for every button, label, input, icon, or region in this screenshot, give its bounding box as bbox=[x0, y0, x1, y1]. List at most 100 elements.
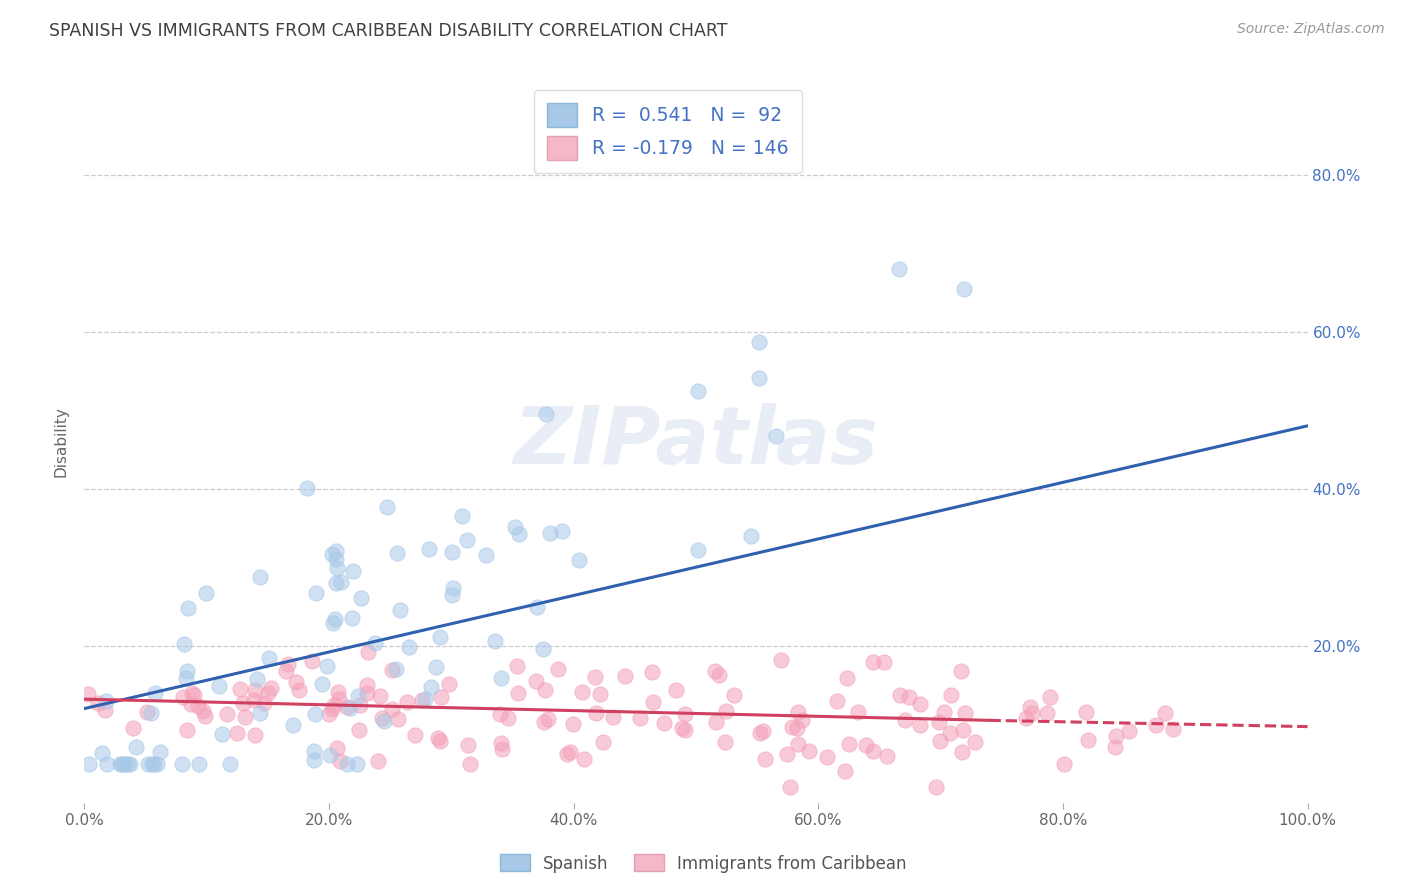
Point bbox=[370, 711, 392, 725]
Point bbox=[342, 564, 364, 578]
Point bbox=[1104, 739, 1126, 754]
Point bbox=[1021, 706, 1043, 720]
Point bbox=[748, 726, 770, 740]
Point bbox=[776, 747, 799, 762]
Point bbox=[325, 575, 347, 590]
Point bbox=[77, 756, 100, 771]
Point bbox=[748, 335, 770, 350]
Point bbox=[1039, 690, 1062, 704]
Point bbox=[276, 664, 298, 678]
Point bbox=[325, 544, 347, 558]
Point bbox=[235, 710, 257, 724]
Point bbox=[311, 676, 333, 690]
Point bbox=[215, 707, 238, 722]
Point bbox=[780, 720, 803, 734]
Point bbox=[194, 709, 217, 723]
Point bbox=[941, 688, 963, 702]
Point bbox=[385, 662, 408, 676]
Point bbox=[934, 705, 956, 719]
Point bbox=[754, 752, 776, 766]
Point bbox=[963, 735, 986, 749]
Point bbox=[429, 734, 451, 748]
Point bbox=[257, 650, 280, 665]
Point bbox=[396, 695, 419, 709]
Point bbox=[364, 636, 387, 650]
Point bbox=[949, 664, 972, 678]
Point bbox=[589, 687, 612, 701]
Point bbox=[537, 713, 560, 727]
Point bbox=[765, 428, 787, 442]
Point bbox=[143, 686, 166, 700]
Point bbox=[714, 704, 737, 718]
Point bbox=[301, 654, 323, 668]
Point bbox=[786, 705, 808, 719]
Point bbox=[1161, 722, 1184, 736]
Point bbox=[1074, 706, 1097, 720]
Point bbox=[285, 674, 308, 689]
Point bbox=[114, 756, 136, 771]
Point bbox=[87, 696, 110, 710]
Point bbox=[108, 756, 131, 771]
Point bbox=[613, 669, 636, 683]
Point bbox=[1053, 757, 1076, 772]
Point bbox=[305, 586, 328, 600]
Point bbox=[404, 728, 426, 742]
Point bbox=[321, 547, 343, 561]
Point bbox=[568, 552, 591, 566]
Point bbox=[249, 706, 271, 720]
Point bbox=[484, 633, 506, 648]
Point bbox=[368, 689, 391, 703]
Point bbox=[538, 525, 561, 540]
Point bbox=[176, 664, 198, 678]
Point bbox=[252, 696, 274, 710]
Point bbox=[950, 746, 973, 760]
Point bbox=[855, 738, 877, 752]
Point bbox=[232, 696, 254, 710]
Point bbox=[628, 710, 651, 724]
Point bbox=[925, 780, 948, 794]
Point bbox=[325, 741, 347, 756]
Point bbox=[862, 655, 884, 669]
Point bbox=[318, 748, 340, 763]
Point bbox=[122, 721, 145, 735]
Point bbox=[1104, 729, 1126, 743]
Point bbox=[508, 527, 530, 541]
Point bbox=[249, 570, 271, 584]
Point bbox=[302, 744, 325, 758]
Point bbox=[555, 747, 578, 762]
Point bbox=[786, 721, 808, 735]
Point bbox=[325, 552, 347, 566]
Point bbox=[873, 655, 896, 669]
Point bbox=[111, 756, 134, 771]
Point bbox=[328, 691, 350, 706]
Point bbox=[373, 714, 395, 729]
Point bbox=[533, 715, 555, 730]
Point bbox=[723, 688, 745, 702]
Point bbox=[799, 744, 821, 758]
Point bbox=[846, 706, 869, 720]
Point bbox=[837, 737, 859, 751]
Point bbox=[246, 672, 269, 686]
Point bbox=[779, 780, 801, 794]
Point bbox=[316, 658, 339, 673]
Point bbox=[952, 723, 974, 737]
Point bbox=[77, 687, 100, 701]
Point bbox=[323, 698, 346, 712]
Point bbox=[176, 723, 198, 737]
Point bbox=[322, 615, 344, 630]
Point bbox=[714, 735, 737, 749]
Y-axis label: Disability: Disability bbox=[53, 406, 69, 477]
Point bbox=[418, 541, 440, 556]
Point bbox=[94, 694, 117, 708]
Point bbox=[398, 640, 420, 655]
Point bbox=[893, 713, 915, 727]
Point bbox=[257, 686, 280, 700]
Point bbox=[1118, 723, 1140, 738]
Point bbox=[388, 603, 411, 617]
Point bbox=[149, 745, 172, 759]
Legend: R =  0.541   N =  92, R = -0.179   N = 146: R = 0.541 N = 92, R = -0.179 N = 146 bbox=[534, 90, 801, 173]
Point bbox=[641, 665, 664, 679]
Point bbox=[673, 706, 696, 721]
Point bbox=[211, 727, 233, 741]
Point bbox=[243, 693, 266, 707]
